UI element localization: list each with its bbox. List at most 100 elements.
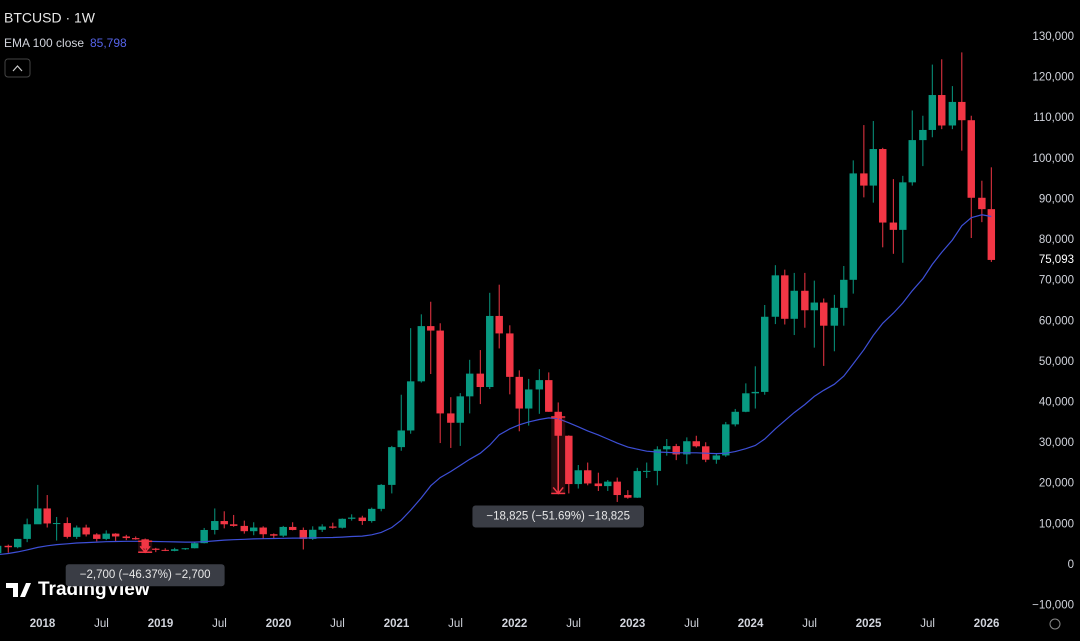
candle-body — [919, 129, 927, 141]
candle-body — [506, 333, 514, 377]
x-tick-label: 2023 — [620, 618, 646, 630]
candle-body — [820, 302, 828, 326]
candle-body — [633, 471, 641, 498]
y-tick-label: 110,000 — [1033, 112, 1074, 124]
y-tick-label: 40,000 — [1039, 396, 1074, 408]
candle-body — [417, 326, 426, 382]
candle-body — [790, 290, 798, 319]
candle-body — [82, 527, 90, 535]
indicator-name: EMA 100 close — [4, 36, 84, 50]
measure-label-box — [65, 564, 225, 587]
collapse-button[interactable] — [4, 58, 31, 78]
candle-body — [869, 149, 878, 186]
candle-body — [751, 391, 760, 394]
candle-body — [72, 527, 81, 537]
candle-body — [329, 526, 337, 528]
candle-body — [191, 543, 199, 549]
candle-body — [447, 413, 455, 423]
x-tick-label: Jul — [212, 618, 227, 630]
logo-mark — [6, 583, 31, 597]
candle-body — [771, 275, 780, 317]
plot-area — [0, 52, 996, 556]
measure-label: −2,700 (−46.37%) −2,700 — [80, 569, 211, 581]
candle-body — [397, 430, 405, 448]
candle-body — [967, 120, 975, 198]
last-price-label: 75,093 — [1039, 254, 1074, 266]
candle-body — [594, 483, 603, 487]
candle-body — [240, 525, 249, 532]
candle-body — [23, 524, 31, 539]
logo — [6, 583, 31, 597]
candle-body — [406, 381, 415, 431]
x-tick-label: Jul — [566, 618, 581, 630]
candle-body — [377, 484, 385, 509]
candle-body — [987, 209, 996, 260]
candle-body — [849, 173, 857, 280]
candle-body — [672, 446, 680, 455]
candle-body — [840, 279, 848, 308]
x-tick-label: 2020 — [266, 618, 292, 630]
candle-body — [712, 455, 721, 460]
y-tick-label: 80,000 — [1039, 234, 1074, 246]
chart-title: BTCUSD · 1W — [4, 10, 96, 26]
candle-body — [436, 330, 444, 414]
candle-body — [938, 95, 946, 126]
candle-body — [889, 222, 898, 230]
candle-body — [761, 316, 769, 392]
candle-body — [515, 376, 523, 409]
candle-body — [742, 393, 750, 412]
candle-body — [663, 446, 671, 450]
candle-body — [583, 470, 592, 484]
y-tick-label: 120,000 — [1032, 72, 1074, 84]
x-tick-label: Jul — [94, 618, 109, 630]
candle-body — [288, 526, 297, 530]
candle-body — [928, 95, 937, 130]
collapse-icon — [12, 65, 23, 72]
candle-body — [565, 435, 573, 485]
candle-body — [465, 373, 474, 397]
y-tick-label: 60,000 — [1039, 315, 1074, 327]
x-tick-label: Jul — [448, 618, 463, 630]
candle-body — [574, 470, 582, 485]
candle-body — [250, 527, 258, 532]
candle-body — [4, 545, 12, 548]
candle-body — [958, 101, 966, 121]
y-tick-label: 130,000 — [1032, 31, 1074, 43]
candle-body — [299, 529, 308, 539]
candle-body — [0, 545, 2, 554]
candle-body — [152, 548, 160, 550]
candle-body — [476, 373, 485, 388]
candle-body — [524, 389, 533, 409]
candle-body — [613, 481, 621, 496]
candle-body — [43, 508, 51, 524]
measure-arrowhead — [552, 486, 564, 495]
candle-body — [338, 518, 346, 528]
y-tick-label: 90,000 — [1039, 193, 1074, 205]
candle-body — [624, 495, 632, 498]
candle-body — [692, 441, 700, 447]
y-tick-label: 30,000 — [1039, 437, 1074, 449]
measure-label: −18,825 (−51.69%) −18,825 — [486, 510, 630, 522]
candle-body — [899, 182, 907, 230]
candle-body — [368, 508, 376, 522]
x-tick-label: 2026 — [974, 618, 1000, 630]
candle-body — [93, 534, 101, 539]
x-tick-label: 2022 — [502, 618, 528, 630]
candle-body — [545, 380, 553, 412]
settings-icon[interactable] — [1049, 618, 1061, 630]
candle-body — [978, 197, 986, 210]
candle-body — [131, 538, 140, 540]
y-tick-label: 50,000 — [1039, 356, 1074, 368]
x-tick-label: Jul — [684, 618, 699, 630]
candle-body — [722, 424, 730, 456]
x-tick-label: Jul — [330, 618, 345, 630]
candle-body — [347, 517, 356, 519]
candle-body — [52, 523, 61, 525]
x-tick-label: 2018 — [30, 618, 56, 630]
candle-body — [860, 173, 868, 186]
candle-body — [102, 533, 110, 539]
candle-body — [63, 523, 71, 537]
candle-body — [908, 140, 916, 183]
